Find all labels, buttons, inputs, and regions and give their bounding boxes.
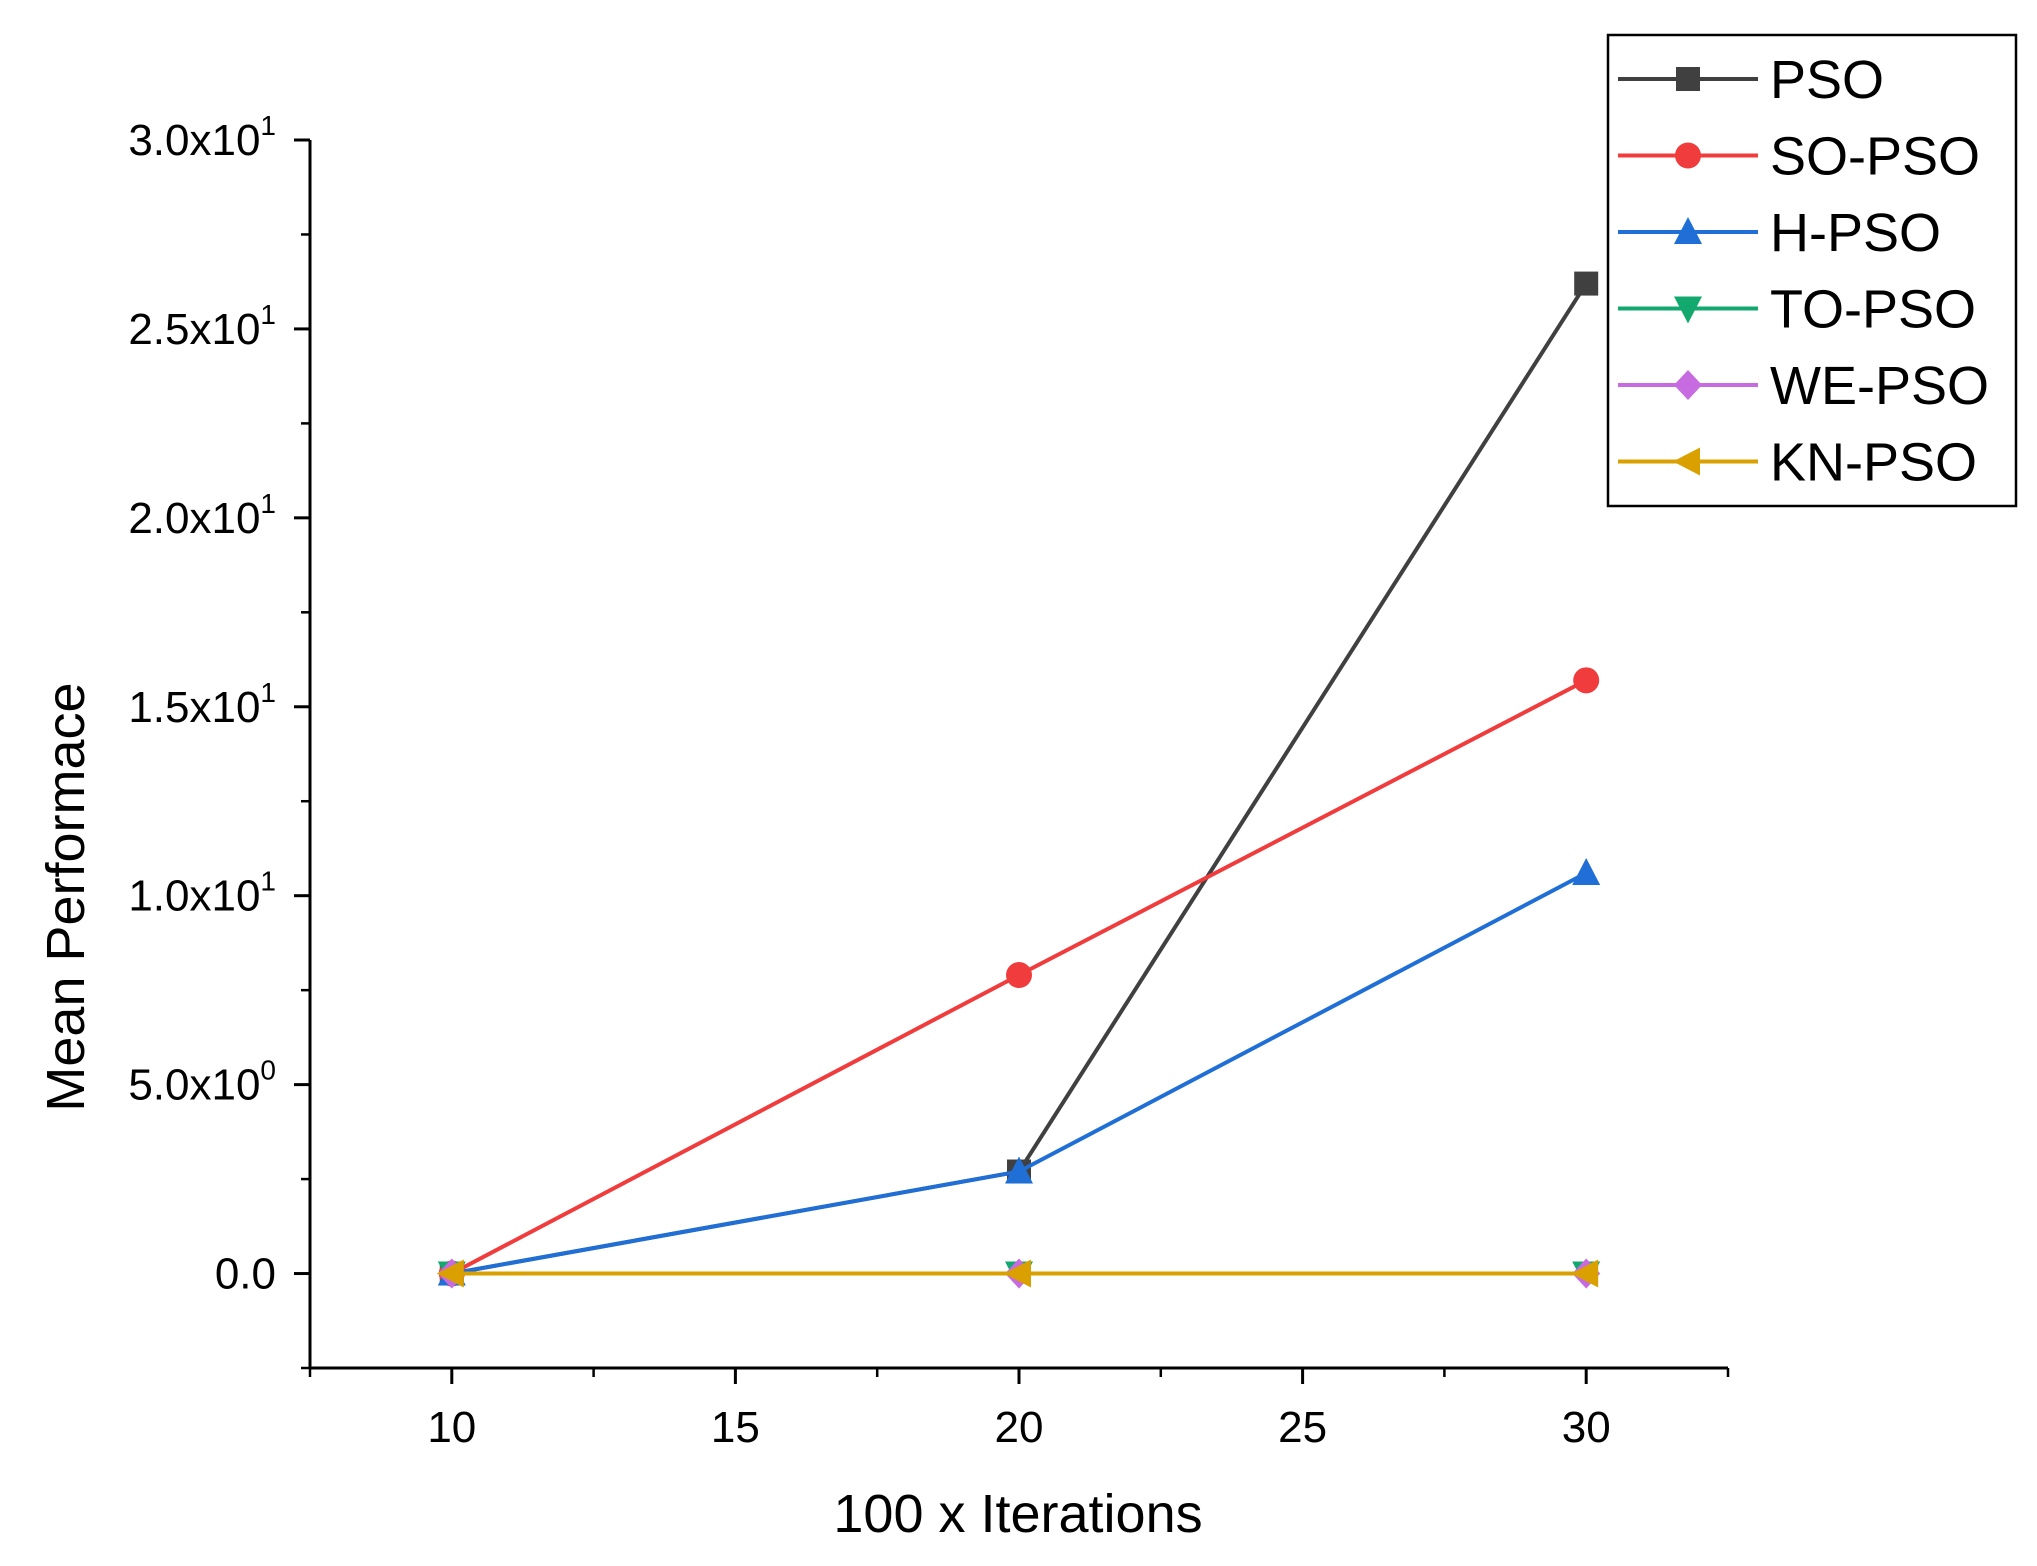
y-tick-label: 3.0x101 [128, 110, 276, 165]
x-tick-label: 30 [1562, 1403, 1611, 1452]
series-h-pso [437, 858, 1601, 1286]
y-tick-label: 2.5x101 [128, 299, 276, 354]
x-tick-label: 20 [995, 1403, 1044, 1452]
series-line [451, 871, 1588, 1276]
data-point [1004, 1259, 1031, 1288]
legend-item-kn-pso: KN-PSO [1618, 433, 1977, 493]
x-axis-ticks: 10 15 20 25 30 [308, 1368, 1730, 1452]
legend-marker [1673, 447, 1700, 476]
legend-item-so-pso: SO-PSO [1618, 127, 1980, 187]
legend-marker [1674, 370, 1702, 400]
data-point [1006, 962, 1032, 989]
legend-item-to-pso: TO-PSO [1618, 280, 1976, 340]
data-point [1574, 271, 1599, 296]
legend-marker [1676, 67, 1700, 91]
legend: PSO SO-PSO H-PSO TO-PSO WE-PSO KN-PSO [1606, 33, 2018, 508]
x-axis-title: 100 x Iterations [833, 1484, 1202, 1544]
legend-label: PSO [1770, 50, 1884, 110]
y-tick-label: 2.0x101 [128, 488, 276, 543]
y-tick-label: 0.0 [215, 1250, 276, 1299]
legend-box [1606, 33, 2018, 508]
series-pso [439, 271, 1599, 1286]
legend-label: KN-PSO [1770, 433, 1977, 493]
legend-marker [1674, 217, 1702, 244]
data-point [1005, 1156, 1033, 1184]
legend-label: WE-PSO [1770, 356, 1989, 416]
data-point [436, 1259, 464, 1288]
y-axis-title: Mean Performace [36, 682, 96, 1111]
legend-item-we-pso: WE-PSO [1618, 356, 1989, 416]
y-tick-label: 1.0x101 [128, 866, 276, 921]
series-line [451, 282, 1588, 1276]
legend-label: SO-PSO [1770, 127, 1980, 187]
legend-label: H-PSO [1770, 203, 1941, 263]
x-tick-label: 10 [427, 1403, 476, 1452]
x-tick-label: 25 [1278, 1403, 1327, 1452]
legend-marker [1674, 296, 1702, 324]
y-tick-label: 1.5x101 [128, 677, 276, 732]
legend-label: TO-PSO [1770, 280, 1976, 340]
series-kn-pso [436, 1259, 1599, 1288]
legend-item-pso: PSO [1618, 50, 1884, 110]
legend-marker [1675, 142, 1701, 169]
data-point [1572, 858, 1601, 886]
series-layer [436, 271, 1601, 1289]
legend-item-h-pso: H-PSO [1618, 203, 1941, 263]
data-point [1573, 667, 1600, 694]
axes [308, 140, 1728, 1370]
x-tick-label: 15 [711, 1403, 760, 1452]
y-axis-ticks: 0.0 5.0x100 1.0x101 1.5x101 2.0x101 2.5x101 3.… [128, 110, 310, 1370]
series-so-pso [438, 667, 1600, 1287]
y-tick-label: 5.0x100 [128, 1055, 276, 1110]
data-point [1571, 1259, 1599, 1288]
